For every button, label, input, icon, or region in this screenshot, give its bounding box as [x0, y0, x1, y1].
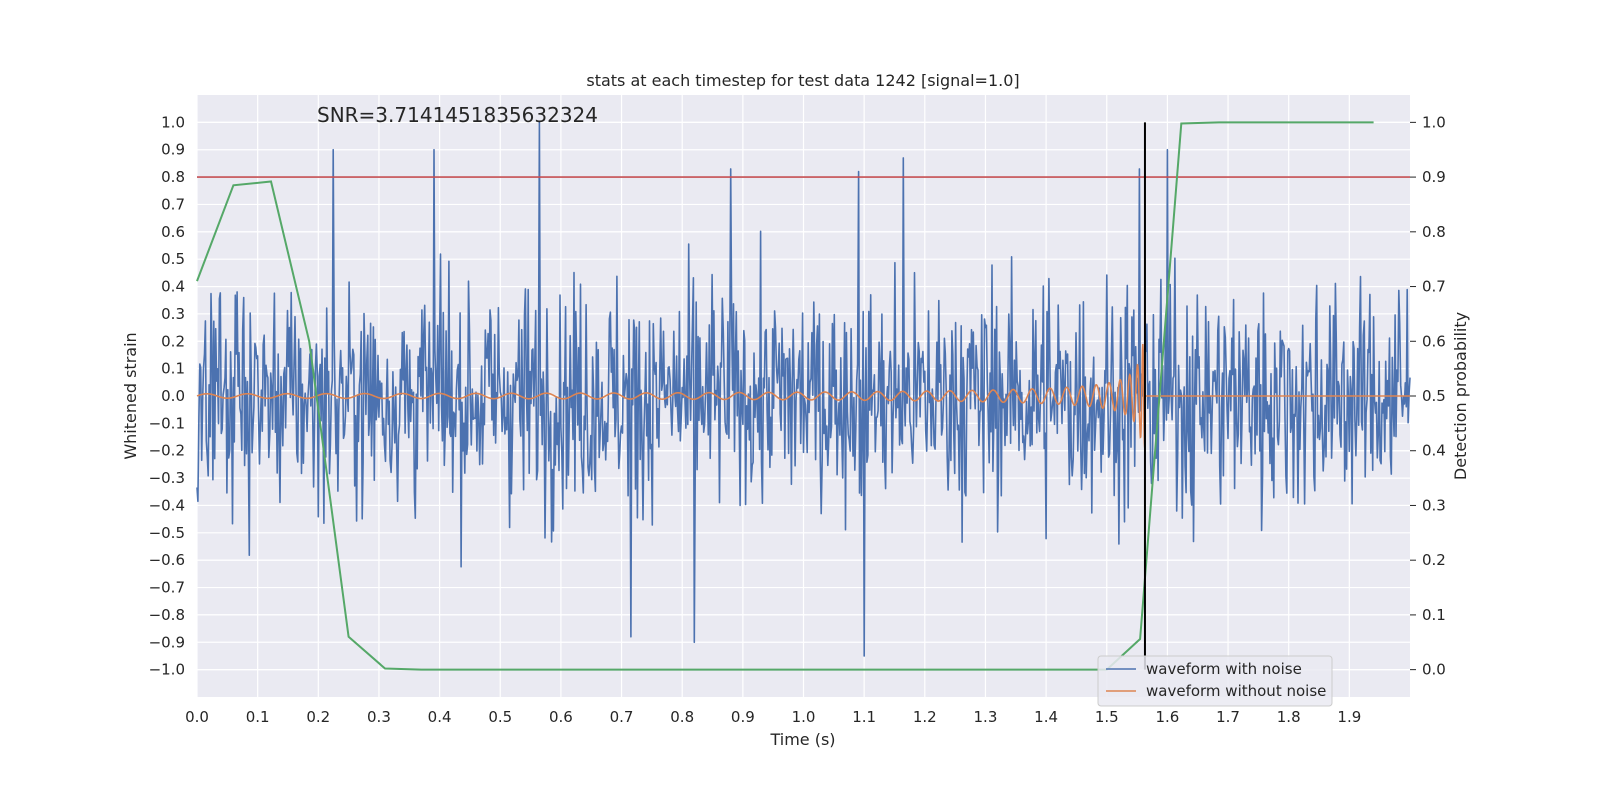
- legend-label-waveform-without-noise: waveform without noise: [1146, 682, 1326, 700]
- x-tick-label: 1.9: [1337, 708, 1361, 726]
- x-tick-label: 0.7: [610, 708, 634, 726]
- y-left-tick-label: −0.6: [149, 551, 185, 569]
- x-tick-label: 1.5: [1095, 708, 1119, 726]
- y-left-tick-label: −0.4: [149, 496, 185, 514]
- x-axis-title: Time (s): [769, 730, 835, 749]
- x-tick-label: 1.2: [913, 708, 937, 726]
- x-tick-label: 1.6: [1155, 708, 1179, 726]
- y-left-tick-label: −0.5: [149, 524, 185, 542]
- series-layer: [196, 121, 1411, 671]
- y-right-tick-label: 1.0: [1422, 113, 1446, 131]
- y-left-tick-label: −0.8: [149, 606, 185, 624]
- y-left-tick-label: 0.4: [161, 278, 185, 296]
- y-left-tick-label: 0.1: [161, 360, 185, 378]
- y-left-tick-label: 0.6: [161, 223, 185, 241]
- y-left-tick-label: −0.1: [149, 414, 185, 432]
- y-left-tick-label: −0.3: [149, 469, 185, 487]
- y-right-tick-label: 0.2: [1422, 551, 1446, 569]
- y-right-tick-label: 0.9: [1422, 168, 1446, 186]
- x-tick-label: 1.3: [974, 708, 998, 726]
- x-tick-label: 0.6: [549, 708, 573, 726]
- y-left-tick-label: 0.7: [161, 195, 185, 213]
- y-right-axis-title: Detection probability: [1451, 312, 1470, 480]
- x-tick-label: 1.8: [1277, 708, 1301, 726]
- axis-layer: 0.0 0.1 0.2 0.3 0.4 0.5 0.6 0.7 0.8 0.9 1.0 1.1 1.2 1…: [149, 113, 1446, 726]
- y-right-tick-label: 0.3: [1422, 496, 1446, 514]
- x-tick-label: 1.4: [1034, 708, 1058, 726]
- y-left-tick-label: 0.0: [161, 387, 185, 405]
- x-tick-label: 0.5: [488, 708, 512, 726]
- y-left-tick-label: 0.9: [161, 141, 185, 159]
- x-tick-label: 1.0: [792, 708, 816, 726]
- y-left-tick-label: −1.0: [149, 661, 185, 679]
- series-waveform-without-noise: [196, 343, 1410, 448]
- y-left-tick-label: 0.8: [161, 168, 185, 186]
- y-right-tick-label: 0.8: [1422, 223, 1446, 241]
- chart-title: stats at each timestep for test data 124…: [586, 71, 1019, 90]
- y-left-tick-label: 0.2: [161, 332, 185, 350]
- y-right-tick-label: 0.7: [1422, 278, 1446, 296]
- snr-annotation: SNR=3.7141451835632324: [317, 103, 598, 127]
- y-right-tick-label: 0.5: [1422, 387, 1446, 405]
- y-left-tick-label: 0.5: [161, 250, 185, 268]
- x-tick-label: 1.7: [1216, 708, 1240, 726]
- y-left-tick-label: −0.7: [149, 579, 185, 597]
- y-left-tick-label: −0.9: [149, 633, 185, 651]
- legend-label-waveform-with-noise: waveform with noise: [1146, 660, 1302, 678]
- x-tick-label: 1.1: [852, 708, 876, 726]
- series-waveform-with-noise: [196, 121, 1411, 657]
- x-tick-label: 0.3: [367, 708, 391, 726]
- y-left-tick-label: −0.2: [149, 442, 185, 460]
- x-tick-label: 0.4: [428, 708, 452, 726]
- x-tick-label: 0.1: [246, 708, 270, 726]
- x-tick-label: 0.2: [306, 708, 330, 726]
- y-left-tick-label: 1.0: [161, 113, 185, 131]
- x-tick-label: 0.8: [670, 708, 694, 726]
- x-tick-label: 0.9: [731, 708, 755, 726]
- y-left-axis-title: Whitened strain: [121, 332, 140, 459]
- y-right-tick-label: 0.4: [1422, 442, 1446, 460]
- legend-box: [1097, 655, 1333, 707]
- y-left-tick-label: 0.3: [161, 305, 185, 323]
- x-tick-label: 0.0: [185, 708, 209, 726]
- y-right-tick-label: 0.6: [1422, 332, 1446, 350]
- y-right-tick-label: 0.1: [1422, 606, 1446, 624]
- legend: waveform with noise waveform without noi…: [1097, 655, 1333, 707]
- y-right-tick-label: 0.0: [1422, 661, 1446, 679]
- series-detection-probability: [196, 121, 1374, 671]
